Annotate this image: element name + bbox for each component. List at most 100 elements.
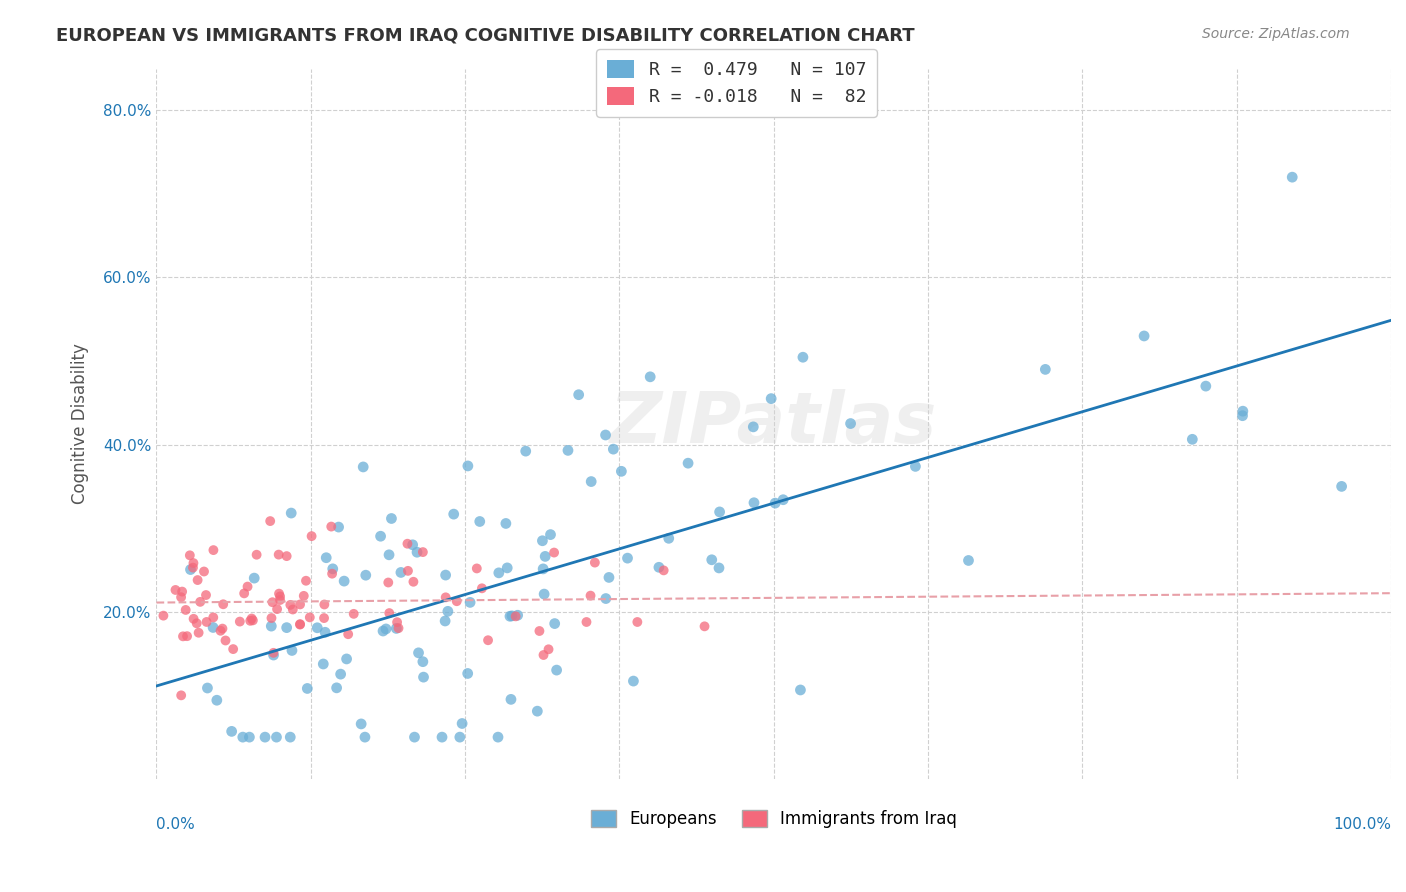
- Europeans: [495, 516, 517, 531]
- Immigrants from Iraq: [260, 611, 283, 625]
- Immigrants from Iraq: [222, 642, 245, 657]
- Europeans: [385, 622, 408, 636]
- Europeans: [375, 622, 398, 636]
- Immigrants from Iraq: [301, 529, 323, 543]
- Europeans: [595, 428, 617, 442]
- Europeans: [243, 571, 266, 585]
- Europeans: [389, 566, 412, 580]
- Immigrants from Iraq: [152, 608, 174, 623]
- Immigrants from Iraq: [236, 580, 259, 594]
- Immigrants from Iraq: [269, 593, 291, 607]
- Immigrants from Iraq: [693, 619, 716, 633]
- Europeans: [412, 670, 434, 684]
- Europeans: [266, 730, 288, 744]
- Europeans: [197, 681, 219, 695]
- Immigrants from Iraq: [312, 611, 335, 625]
- Europeans: [434, 568, 457, 582]
- Immigrants from Iraq: [267, 548, 290, 562]
- Text: ZIPatlas: ZIPatlas: [610, 389, 938, 458]
- Immigrants from Iraq: [298, 610, 321, 624]
- Europeans: [238, 730, 260, 744]
- Europeans: [610, 464, 633, 478]
- Immigrants from Iraq: [179, 549, 201, 563]
- Immigrants from Iraq: [446, 594, 468, 608]
- Europeans: [616, 551, 638, 566]
- Europeans: [709, 505, 731, 519]
- Europeans: [315, 550, 337, 565]
- Europeans: [322, 562, 344, 576]
- Europeans: [531, 533, 554, 548]
- Europeans: [202, 620, 225, 634]
- Immigrants from Iraq: [242, 613, 264, 627]
- Europeans: [658, 531, 681, 545]
- Immigrants from Iraq: [212, 597, 235, 611]
- Europeans: [276, 621, 298, 635]
- Europeans: [378, 548, 401, 562]
- Europeans: [221, 724, 243, 739]
- Europeans: [314, 625, 336, 640]
- Immigrants from Iraq: [412, 545, 434, 559]
- Immigrants from Iraq: [170, 689, 193, 703]
- Immigrants from Iraq: [229, 615, 252, 629]
- Immigrants from Iraq: [288, 617, 311, 632]
- Europeans: [449, 730, 471, 744]
- Immigrants from Iraq: [246, 548, 269, 562]
- Europeans: [404, 730, 426, 744]
- Europeans: [260, 619, 283, 633]
- Europeans: [437, 604, 460, 618]
- Immigrants from Iraq: [529, 624, 551, 638]
- Immigrants from Iraq: [465, 561, 488, 575]
- Immigrants from Iraq: [281, 602, 304, 616]
- Europeans: [546, 663, 568, 677]
- Europeans: [254, 730, 277, 744]
- Immigrants from Iraq: [183, 556, 205, 570]
- Immigrants from Iraq: [280, 598, 302, 612]
- Europeans: [457, 666, 479, 681]
- Europeans: [501, 608, 523, 623]
- Europeans: [533, 587, 555, 601]
- Immigrants from Iraq: [233, 586, 256, 600]
- Text: 0.0%: 0.0%: [156, 817, 195, 831]
- Europeans: [499, 609, 522, 624]
- Immigrants from Iraq: [288, 598, 311, 612]
- Legend: Europeans, Immigrants from Iraq: Europeans, Immigrants from Iraq: [583, 803, 963, 835]
- Immigrants from Iraq: [193, 565, 215, 579]
- Immigrants from Iraq: [269, 590, 291, 604]
- Immigrants from Iraq: [505, 609, 527, 624]
- Europeans: [354, 730, 377, 744]
- Immigrants from Iraq: [337, 627, 360, 641]
- Europeans: [1232, 404, 1254, 418]
- Immigrants from Iraq: [377, 575, 399, 590]
- Text: 100.0%: 100.0%: [1333, 817, 1391, 831]
- Europeans: [371, 624, 394, 638]
- Europeans: [759, 392, 782, 406]
- Europeans: [789, 683, 811, 698]
- Immigrants from Iraq: [259, 514, 281, 528]
- Immigrants from Iraq: [195, 588, 218, 602]
- Immigrants from Iraq: [396, 537, 419, 551]
- Europeans: [595, 591, 617, 606]
- Immigrants from Iraq: [626, 615, 648, 629]
- Immigrants from Iraq: [262, 595, 284, 609]
- Europeans: [531, 562, 554, 576]
- Europeans: [350, 717, 373, 731]
- Immigrants from Iraq: [276, 549, 298, 563]
- Europeans: [443, 507, 465, 521]
- Europeans: [598, 570, 620, 584]
- Europeans: [408, 646, 430, 660]
- Immigrants from Iraq: [211, 622, 233, 636]
- Europeans: [1232, 409, 1254, 423]
- Text: EUROPEAN VS IMMIGRANTS FROM IRAQ COGNITIVE DISABILITY CORRELATION CHART: EUROPEAN VS IMMIGRANTS FROM IRAQ COGNITI…: [56, 27, 915, 45]
- Europeans: [180, 563, 202, 577]
- Immigrants from Iraq: [172, 584, 194, 599]
- Europeans: [544, 616, 567, 631]
- Europeans: [602, 442, 624, 457]
- Europeans: [515, 444, 537, 458]
- Europeans: [499, 692, 522, 706]
- Europeans: [638, 369, 661, 384]
- Immigrants from Iraq: [165, 582, 187, 597]
- Europeans: [336, 652, 359, 666]
- Europeans: [406, 545, 429, 559]
- Immigrants from Iraq: [579, 589, 602, 603]
- Europeans: [1133, 329, 1156, 343]
